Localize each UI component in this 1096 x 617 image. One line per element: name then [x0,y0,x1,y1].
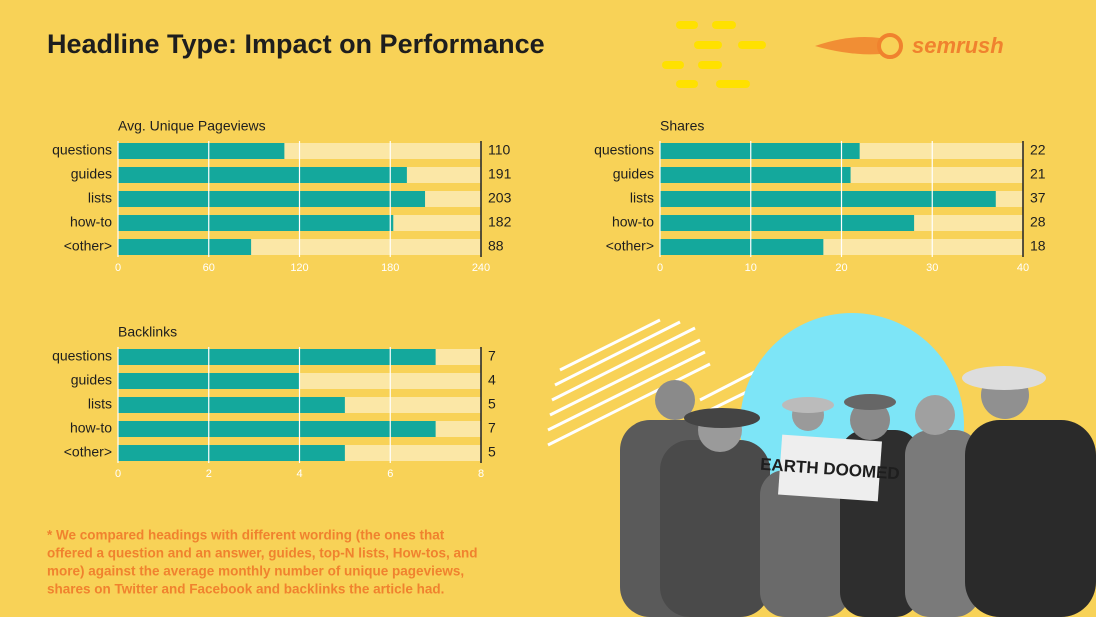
value-label: 22 [1030,142,1046,158]
bar-chart: Shares questions guides lists how-to <other> 2… [594,118,1046,274]
x-tick-label: 30 [926,262,938,274]
value-label: 37 [1030,190,1046,206]
page-title: Headline Type: Impact on Performance [47,29,545,59]
chart-title: Backlinks [118,324,177,340]
category-label: lists [88,190,112,206]
x-tick-label: 240 [472,262,490,274]
value-label: 21 [1030,166,1046,182]
category-label: questions [594,142,654,158]
value-label: 88 [488,238,504,254]
category-label: questions [52,142,112,158]
bar [660,167,851,183]
bar [118,349,436,365]
bar-chart: Avg. Unique Pageviews questions guides list… [52,118,512,274]
category-label: guides [71,372,112,388]
category-label: how-to [70,420,112,436]
category-label: how-to [70,214,112,230]
x-tick-label: 8 [478,468,484,480]
category-label: lists [88,396,112,412]
x-tick-label: 40 [1017,262,1029,274]
x-tick-label: 180 [381,262,399,274]
value-label: 110 [488,142,511,158]
x-tick-label: 4 [296,468,302,480]
bar [660,143,860,159]
value-label: 28 [1030,214,1046,230]
bar [118,445,345,461]
x-tick-label: 0 [115,262,121,274]
value-label: 5 [488,396,496,412]
bar [118,397,345,413]
x-tick-label: 0 [657,262,663,274]
bar [660,215,915,231]
category-label: lists [630,190,654,206]
bar [118,215,394,231]
bar [118,167,407,183]
value-label: 203 [488,190,512,206]
category-label: <other> [64,444,112,460]
x-tick-label: 10 [745,262,757,274]
brand-logo: semrush [815,33,1004,59]
brand-name: semrush [912,33,1004,58]
value-label: 7 [488,348,496,364]
bar [118,239,252,255]
value-label: 7 [488,420,496,436]
category-label: guides [71,166,112,182]
photo-decor: EARTH DOOMED [547,313,1096,617]
bar [660,191,996,207]
category-label: how-to [612,214,654,230]
category-label: guides [613,166,654,182]
bar [118,191,426,207]
chart-title: Shares [660,118,704,134]
x-tick-label: 6 [387,468,393,480]
bar-chart: Backlinks questions guides lists how-to <othe… [52,324,496,480]
x-tick-label: 0 [115,468,121,480]
value-label: 4 [488,372,496,388]
category-label: <other> [606,238,654,254]
footnote-line: offered a question and an answer, guides… [47,546,478,561]
x-tick-label: 2 [206,468,212,480]
footnote-line: more) against the average monthly number… [47,564,464,579]
footnote-line: shares on Twitter and Facebook and backl… [47,582,444,597]
value-label: 18 [1030,238,1046,254]
category-label: questions [52,348,112,364]
footnote-line: * We compared headings with different wo… [47,528,445,543]
bar [118,143,285,159]
x-tick-label: 60 [203,262,215,274]
bar [660,239,824,255]
value-label: 191 [488,166,512,182]
x-tick-label: 120 [290,262,308,274]
value-label: 5 [488,444,496,460]
category-label: <other> [64,238,112,254]
decor-dashes [662,21,766,88]
x-tick-label: 20 [835,262,847,274]
value-label: 182 [488,214,512,230]
bar [118,421,436,437]
chart-title: Avg. Unique Pageviews [118,118,266,134]
